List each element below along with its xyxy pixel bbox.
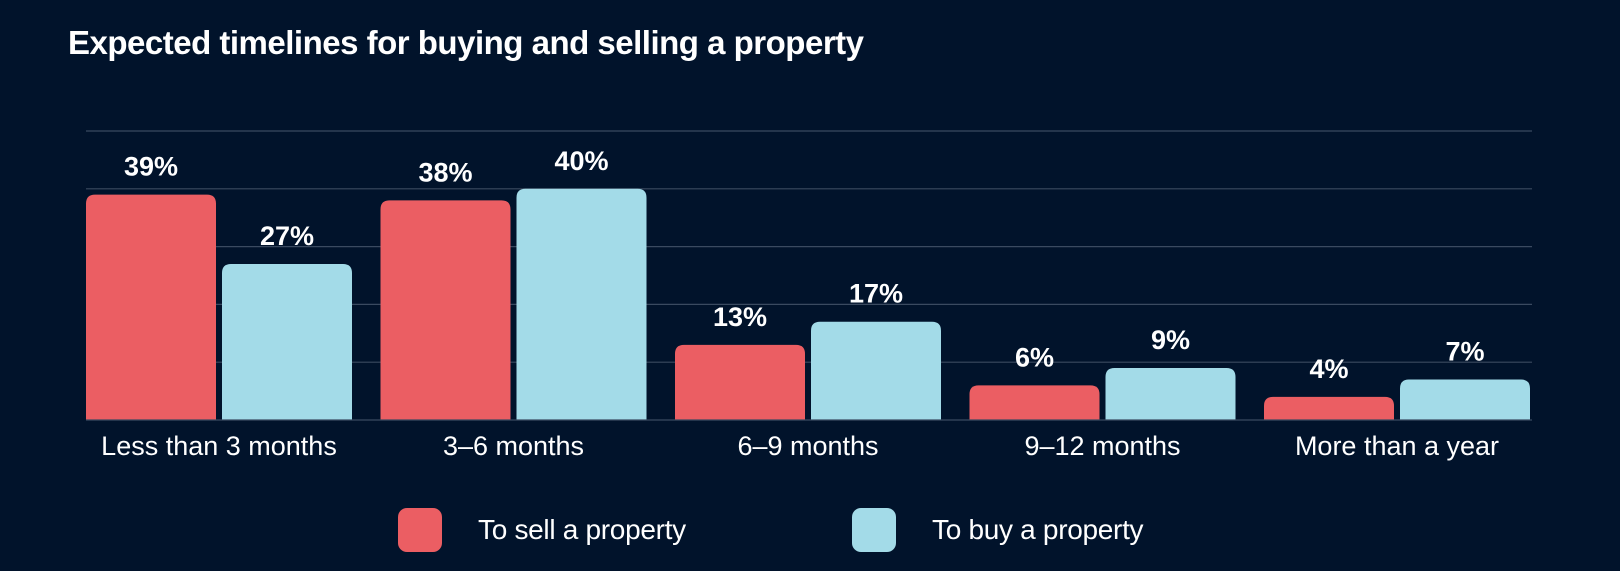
bar-buy	[1400, 379, 1530, 420]
bar-buy	[811, 321, 941, 420]
bar-sell	[380, 200, 511, 420]
bar-value-label: 38%	[418, 157, 472, 187]
bar-value-label: 27%	[260, 221, 314, 251]
bar-sell	[1264, 396, 1394, 420]
x-tick-label: 3–6 months	[443, 431, 584, 461]
bars	[86, 188, 1530, 420]
legend-swatch-buy	[852, 508, 896, 552]
legend-item-sell: To sell a property	[398, 506, 686, 554]
legend-item-buy: To buy a property	[852, 506, 1144, 554]
x-tick-label: 6–9 months	[737, 431, 878, 461]
bar-chart: 39% 27% 38% 40% 13% 17% 6% 9% 4% 7% Less than 3 m…	[86, 130, 1532, 461]
bar-sell	[86, 194, 216, 420]
bar-value-label: 9%	[1151, 325, 1190, 355]
bar-buy	[222, 263, 352, 420]
legend: To sell a property To buy a property	[0, 506, 1620, 554]
value-labels: 39% 27% 38% 40% 13% 17% 6% 9% 4% 7%	[124, 146, 1485, 384]
legend-label-sell: To sell a property	[478, 514, 686, 545]
bar-value-label: 13%	[713, 302, 767, 332]
bar-buy	[1105, 367, 1236, 420]
x-tick-label: More than a year	[1295, 431, 1499, 461]
bar-value-label: 17%	[849, 279, 903, 309]
bar-value-label: 7%	[1445, 337, 1484, 367]
bar-buy	[516, 188, 647, 420]
bar-value-label: 4%	[1309, 354, 1348, 384]
bar-value-label: 40%	[554, 146, 608, 176]
bar-value-label: 6%	[1015, 342, 1054, 372]
legend-swatch-sell	[398, 508, 442, 552]
bar-value-label: 39%	[124, 152, 178, 182]
x-tick-label: Less than 3 months	[101, 431, 337, 461]
x-tick-labels: Less than 3 months 3–6 months 6–9 months 9–…	[101, 431, 1499, 461]
chart-title: Expected timelines for buying and sellin…	[68, 24, 864, 61]
legend-label-buy: To buy a property	[932, 514, 1144, 545]
x-tick-label: 9–12 months	[1024, 431, 1180, 461]
bar-sell	[675, 344, 805, 420]
bar-sell	[969, 385, 1100, 420]
